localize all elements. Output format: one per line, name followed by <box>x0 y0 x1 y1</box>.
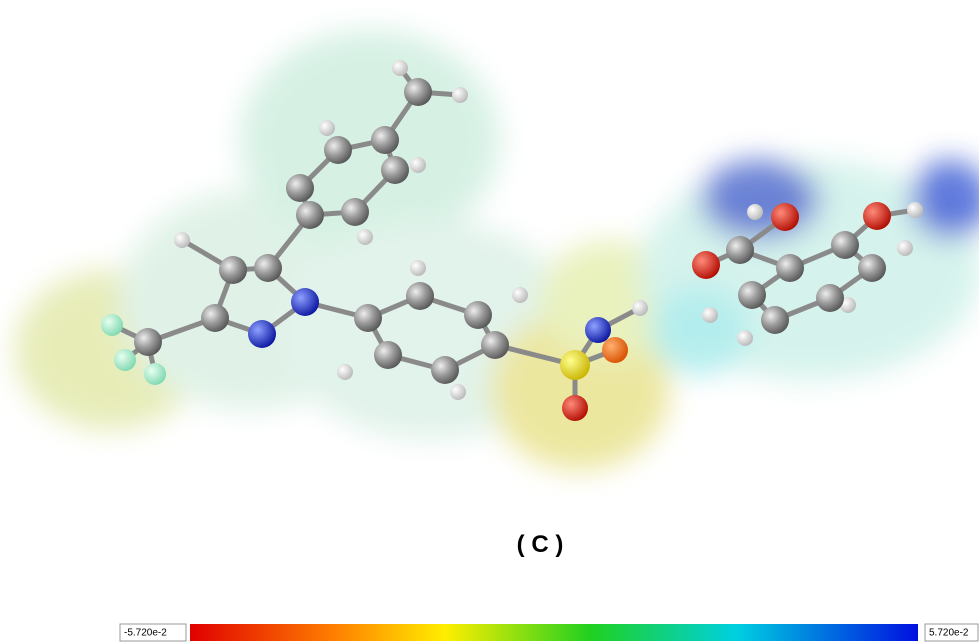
page: ( C ) -5.720e-2 5.720e-2 (() => { const … <box>0 0 979 642</box>
color-scale <box>190 624 918 641</box>
max-label: 5.720e-2 <box>929 628 969 639</box>
figure: ( C ) -5.720e-2 5.720e-2 <box>0 0 979 642</box>
colorbar: -5.720e-2 5.720e-2 <box>120 624 978 641</box>
panel-label: ( C ) <box>517 531 564 558</box>
min-label: -5.720e-2 <box>124 628 167 639</box>
